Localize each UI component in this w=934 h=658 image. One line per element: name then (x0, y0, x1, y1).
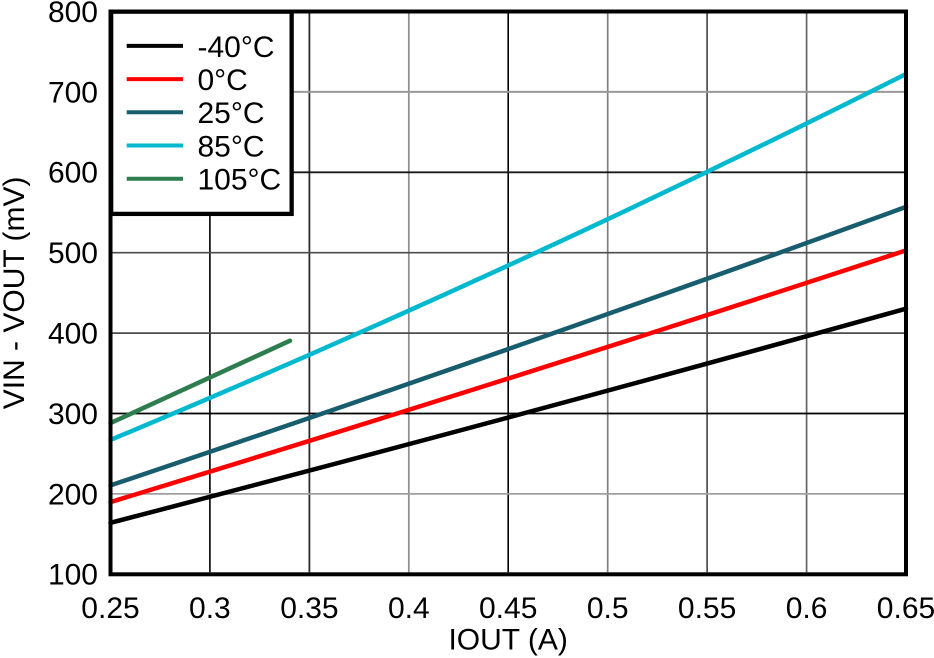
svg-text:300: 300 (48, 398, 98, 431)
svg-text:500: 500 (48, 237, 98, 270)
svg-text:105°C: 105°C (198, 164, 282, 197)
svg-text:85°C: 85°C (198, 130, 265, 163)
svg-text:0.35: 0.35 (280, 592, 338, 625)
svg-text:0.6: 0.6 (786, 592, 828, 625)
svg-text:200: 200 (48, 478, 98, 511)
svg-text:0.65: 0.65 (877, 592, 934, 625)
svg-text:0.3: 0.3 (189, 592, 231, 625)
svg-text:0.4: 0.4 (388, 592, 430, 625)
svg-text:IOUT (A): IOUT (A) (448, 624, 567, 657)
svg-text:700: 700 (48, 76, 98, 109)
svg-text:0°C: 0°C (198, 64, 248, 97)
svg-text:VIN - VOUT (mV): VIN - VOUT (mV) (0, 177, 31, 410)
svg-text:600: 600 (48, 157, 98, 190)
svg-text:100: 100 (48, 559, 98, 592)
svg-text:400: 400 (48, 318, 98, 351)
svg-text:0.25: 0.25 (81, 592, 139, 625)
svg-text:0.55: 0.55 (678, 592, 736, 625)
svg-text:0.5: 0.5 (587, 592, 629, 625)
svg-text:0.45: 0.45 (479, 592, 537, 625)
svg-text:25°C: 25°C (198, 97, 265, 130)
svg-text:800: 800 (48, 0, 98, 29)
svg-text:-40°C: -40°C (198, 31, 275, 64)
